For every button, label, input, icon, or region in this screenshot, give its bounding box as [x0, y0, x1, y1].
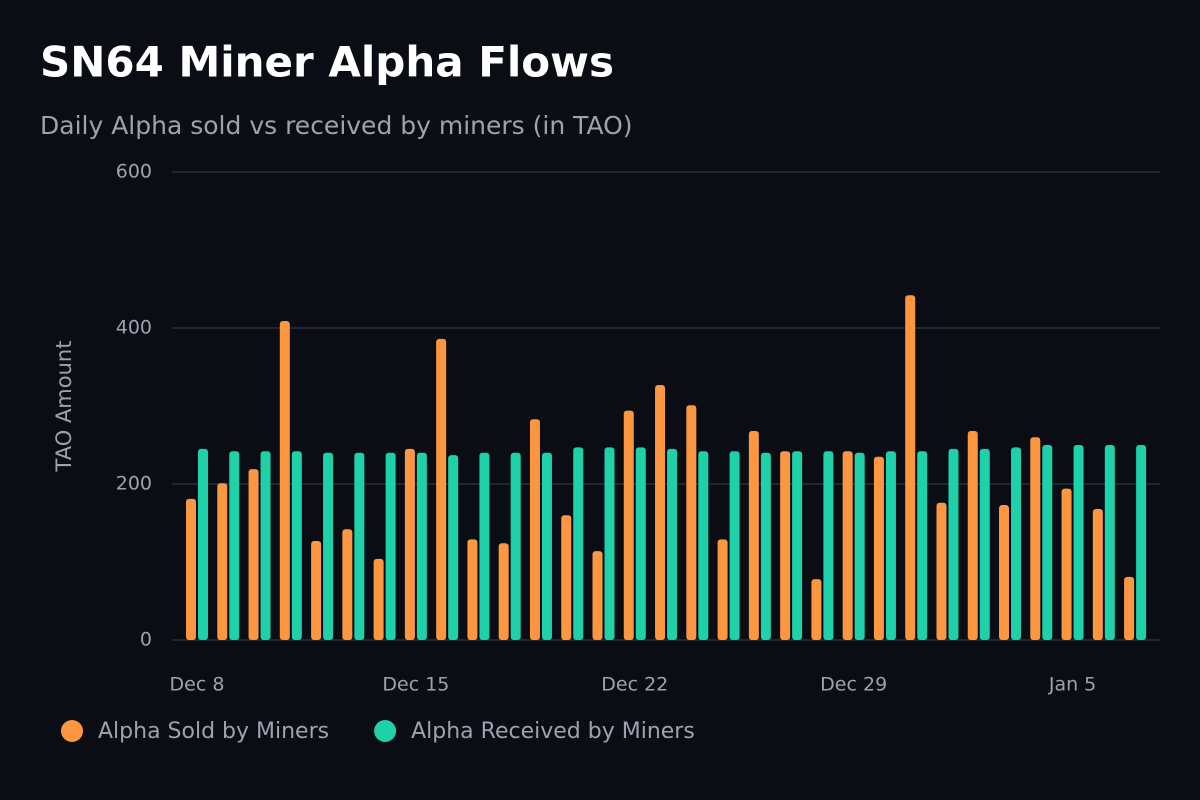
bar [217, 483, 228, 640]
bar [498, 543, 509, 640]
bar [448, 455, 459, 640]
bar [229, 451, 240, 640]
x-tick-label: Dec 29 [820, 674, 887, 696]
bar [404, 448, 415, 640]
bar [311, 540, 322, 640]
y-axis-label: TAO Amount [52, 341, 76, 473]
bar [873, 456, 884, 640]
y-tick-label: 0 [140, 629, 152, 651]
bar [917, 451, 928, 640]
bar [635, 447, 646, 640]
bar [416, 452, 427, 640]
legend-label: Alpha Sold by Miners [98, 719, 329, 744]
bar [842, 451, 853, 640]
bar [573, 447, 584, 640]
legend-label: Alpha Received by Miners [411, 719, 695, 744]
bar [373, 558, 384, 640]
bar [655, 384, 666, 640]
bar [905, 295, 916, 640]
bar [385, 452, 396, 640]
bar [686, 405, 697, 640]
bar [792, 451, 803, 640]
bar [999, 505, 1010, 640]
bar [1011, 447, 1022, 640]
bar [561, 515, 572, 640]
bar [592, 551, 603, 640]
bar [279, 320, 290, 640]
bar [198, 448, 208, 640]
bar [260, 451, 271, 640]
bar [510, 452, 521, 640]
bar [979, 448, 990, 640]
x-tick-label: Jan 5 [1048, 674, 1096, 696]
bar [1042, 445, 1053, 640]
chart-title: SN64 Miner Alpha Flows [40, 38, 614, 87]
bar [760, 452, 771, 640]
bar [729, 451, 740, 640]
bar [1092, 508, 1103, 640]
bar [948, 448, 959, 640]
bar [698, 451, 709, 640]
bar [354, 452, 365, 640]
y-tick-label: 600 [116, 161, 152, 183]
bar [604, 447, 615, 640]
x-tick-label: Dec 22 [601, 674, 668, 696]
legend-swatch [61, 720, 83, 742]
legend-swatch [374, 720, 397, 742]
bar [936, 502, 947, 640]
y-tick-label: 400 [116, 317, 152, 339]
chart-subtitle: Daily Alpha sold vs received by miners (… [40, 111, 633, 140]
bar [748, 430, 759, 640]
bar [811, 579, 822, 640]
bar [967, 430, 978, 640]
bar [1030, 437, 1041, 640]
bar [667, 448, 678, 640]
bar [186, 498, 196, 640]
bar [623, 410, 634, 640]
bar [529, 419, 540, 640]
bar [479, 452, 490, 640]
x-tick-label: Dec 8 [170, 674, 225, 696]
bar [323, 452, 334, 640]
bar [1104, 445, 1115, 640]
bar [1136, 445, 1147, 640]
x-tick-label: Dec 15 [382, 674, 449, 696]
bar [248, 469, 259, 640]
bar [342, 529, 353, 640]
bar [436, 338, 447, 640]
y-tick-label: 200 [116, 473, 152, 495]
bar [1124, 576, 1135, 640]
bar [1061, 488, 1072, 640]
bar [885, 451, 896, 640]
bar [854, 452, 865, 640]
bar [780, 451, 791, 640]
bar [291, 451, 302, 640]
bar [823, 451, 834, 640]
bar [717, 539, 728, 640]
bar [467, 539, 478, 640]
bar [541, 452, 552, 640]
bar [1073, 445, 1084, 640]
